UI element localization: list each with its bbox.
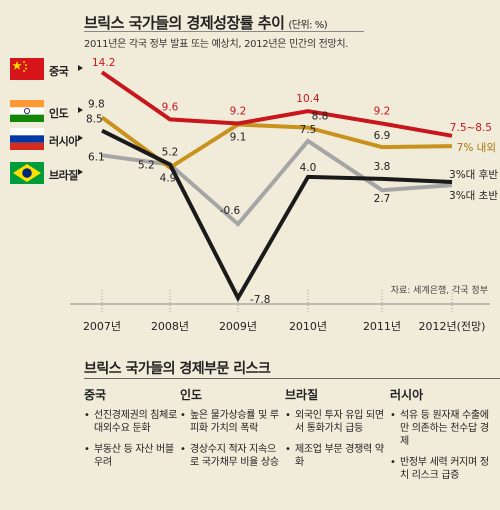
risk-country: 러시아 bbox=[390, 388, 424, 402]
risk-column-china: 중국 선진경제권의 침체로 대외수요 둔화 부동산 등 자산 버블 우려 bbox=[84, 386, 184, 477]
risk-item: 경상수지 적자 지속으로 국가채무 비율 상승 bbox=[180, 443, 280, 469]
risk-item: 외국인 투자 유입 되면서 통화가치 급등 bbox=[285, 409, 385, 435]
risk-country: 중국 bbox=[84, 388, 107, 402]
risk-country: 인도 bbox=[180, 388, 203, 402]
data-label: 7% 내외 bbox=[457, 142, 496, 154]
data-label: 4.9 bbox=[160, 173, 177, 185]
risk-item: 높은 물가상승률 및 루피화 가치의 폭락 bbox=[180, 409, 280, 435]
data-label: 4.0 bbox=[300, 162, 317, 174]
risk-column-india: 인도 높은 물가상승률 및 루피화 가치의 폭락 경상수지 적자 지속으로 국가… bbox=[180, 386, 280, 477]
data-label: 10.4 bbox=[296, 93, 320, 105]
legend-russia: 러시아 bbox=[49, 135, 78, 148]
x-tick-label: 2009년 bbox=[218, 320, 258, 333]
title-divider bbox=[84, 31, 364, 32]
risk-country: 브라질 bbox=[285, 388, 319, 402]
data-label: 9.1 bbox=[230, 132, 247, 144]
legend-pointer bbox=[78, 169, 83, 175]
x-tick-label: 2011년 bbox=[362, 320, 402, 333]
risk-divider bbox=[84, 378, 500, 379]
legend-pointer bbox=[78, 65, 83, 71]
chart-title-text: 브릭스 국가들의 경제성장률 추이 bbox=[84, 14, 285, 32]
data-label: 9.2 bbox=[230, 106, 247, 118]
risk-item: 제조업 부문 경쟁력 약화 bbox=[285, 443, 385, 469]
risk-column-brazil: 브라질 외국인 투자 유입 되면서 통화가치 급등 제조업 부문 경쟁력 약화 bbox=[285, 386, 385, 477]
data-label: 9.2 bbox=[374, 106, 391, 118]
chart-unit: (단위: %) bbox=[288, 20, 328, 31]
x-tick-label: 2012년(전망) bbox=[418, 320, 486, 333]
risk-item: 반정부 세력 커지며 정치 리스크 급증 bbox=[390, 456, 490, 482]
chart-source: 자료: 세계은행, 각국 정부 bbox=[390, 286, 488, 296]
risk-column-russia: 러시아 석유 등 원자재 수출에만 의존하는 천수답 경제 반정부 세력 커지며… bbox=[390, 386, 490, 490]
india-flag-icon bbox=[10, 100, 44, 122]
china-flag-icon bbox=[10, 58, 44, 80]
data-label: 6.9 bbox=[374, 130, 391, 142]
legend-brazil: 브라질 bbox=[49, 169, 78, 182]
data-label: 6.1 bbox=[88, 151, 105, 163]
data-label: 14.2 bbox=[92, 57, 115, 69]
x-tick-label: 2008년 bbox=[150, 320, 190, 333]
series-line-중국 bbox=[100, 70, 453, 138]
risk-item: 선진경제권의 침체로 대외수요 둔화 bbox=[84, 409, 184, 435]
data-label: 9.8 bbox=[88, 98, 105, 110]
data-label: 2.7 bbox=[374, 193, 391, 205]
risk-item: 부동산 등 자산 버블 우려 bbox=[84, 443, 184, 469]
brazil-flag-icon bbox=[10, 162, 44, 184]
x-tick-label: 2007년 bbox=[82, 320, 122, 333]
data-label: 8.5 bbox=[86, 114, 103, 126]
growth-line-chart: 14.2 9.6 9.2 10.4 9.2 7.5~8.5 9.8 4.9 9.1 8.8 6.9 7… bbox=[70, 57, 498, 312]
russia-flag-icon bbox=[10, 128, 44, 150]
chart-title: 브릭스 국가들의 경제성장률 추이 (단위: %) bbox=[84, 12, 328, 33]
legend-pointer bbox=[78, 135, 83, 141]
legend-china: 중국 bbox=[49, 65, 69, 78]
series-line-브라질 bbox=[101, 138, 453, 227]
risk-section-title: 브릭스 국가들의 경제부문 리스크 bbox=[84, 361, 271, 377]
data-label: 3%대 후반 bbox=[449, 169, 498, 181]
data-label: 8.8 bbox=[312, 111, 329, 123]
data-label: 9.6 bbox=[162, 101, 179, 113]
chart-subtitle: 2011년은 각국 정부 발표 또는 예상치, 2012년은 민간의 전망치. bbox=[84, 39, 349, 50]
data-label: 7.5 bbox=[300, 124, 317, 136]
legend-pointer bbox=[78, 107, 83, 113]
data-label: -7.8 bbox=[250, 294, 271, 306]
data-label: -0.6 bbox=[220, 205, 241, 217]
data-label: 5.2 bbox=[162, 147, 179, 159]
x-tick-label: 2010년 bbox=[288, 320, 328, 333]
data-label: 3.8 bbox=[374, 161, 391, 173]
legend-india: 인도 bbox=[49, 107, 69, 120]
series-line-러시아 bbox=[101, 128, 453, 303]
data-label: 5.2 bbox=[138, 160, 155, 172]
risk-item: 석유 등 원자재 수출에만 의존하는 천수답 경제 bbox=[390, 409, 490, 448]
data-label: 3%대 초반 bbox=[449, 190, 498, 202]
data-label: 7.5~8.5 bbox=[450, 122, 492, 134]
